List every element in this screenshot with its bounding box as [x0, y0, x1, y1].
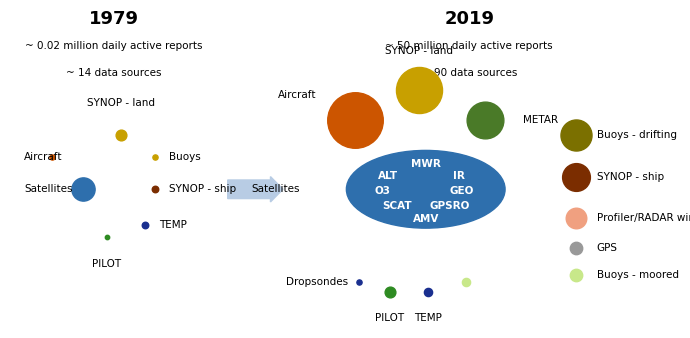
- Point: [353, 280, 364, 285]
- Point: [571, 132, 582, 138]
- Text: TEMP: TEMP: [159, 220, 186, 230]
- Point: [480, 117, 491, 123]
- Point: [571, 273, 582, 278]
- Text: 2019: 2019: [444, 10, 494, 28]
- Point: [571, 246, 582, 251]
- Point: [77, 187, 88, 192]
- Point: [413, 87, 424, 92]
- Text: IR: IR: [453, 171, 465, 182]
- Text: SYNOP - ship: SYNOP - ship: [597, 172, 664, 183]
- Text: ~ 90 data sources: ~ 90 data sources: [422, 68, 517, 78]
- Text: ~ 0.02 million daily active reports: ~ 0.02 million daily active reports: [25, 41, 203, 51]
- Point: [150, 187, 161, 192]
- Text: Buoys - drifting: Buoys - drifting: [597, 130, 677, 140]
- Text: GPSRO: GPSRO: [430, 200, 470, 211]
- Text: ALT: ALT: [377, 171, 398, 182]
- Point: [115, 132, 126, 138]
- Text: SYNOP - ship: SYNOP - ship: [169, 184, 236, 194]
- Text: O3: O3: [374, 186, 391, 196]
- FancyArrow shape: [228, 177, 283, 202]
- Text: Profiler/RADAR wind: Profiler/RADAR wind: [597, 213, 690, 223]
- Text: Dropsondes: Dropsondes: [286, 277, 348, 287]
- Text: Buoys - moored: Buoys - moored: [597, 270, 679, 281]
- Text: 1979: 1979: [89, 10, 139, 28]
- Point: [139, 222, 150, 227]
- Text: ~ 50 million daily active reports: ~ 50 million daily active reports: [386, 41, 553, 51]
- Point: [422, 290, 433, 295]
- Text: PILOT: PILOT: [375, 313, 404, 323]
- Text: MWR: MWR: [411, 159, 441, 169]
- Text: ~ 14 data sources: ~ 14 data sources: [66, 68, 161, 78]
- Text: GEO: GEO: [449, 186, 474, 196]
- Point: [571, 175, 582, 180]
- Text: METAR: METAR: [523, 115, 558, 125]
- Text: TEMP: TEMP: [414, 313, 442, 323]
- Point: [101, 234, 112, 239]
- Point: [384, 290, 395, 295]
- Point: [46, 154, 57, 160]
- Text: SYNOP - land: SYNOP - land: [87, 98, 155, 108]
- Text: PILOT: PILOT: [92, 259, 121, 269]
- Text: Aircraft: Aircraft: [24, 152, 63, 162]
- Point: [350, 117, 361, 123]
- Text: Buoys: Buoys: [169, 152, 201, 162]
- Text: Satellites: Satellites: [252, 184, 300, 194]
- Circle shape: [346, 150, 505, 228]
- Text: GPS: GPS: [597, 243, 618, 254]
- Text: Aircraft: Aircraft: [277, 90, 316, 100]
- Text: Satellites: Satellites: [24, 184, 72, 194]
- Point: [571, 215, 582, 221]
- Text: SCAT: SCAT: [382, 200, 411, 211]
- Text: SYNOP - land: SYNOP - land: [385, 46, 453, 56]
- Text: AMV: AMV: [413, 214, 439, 224]
- Point: [460, 280, 471, 285]
- Point: [150, 154, 161, 160]
